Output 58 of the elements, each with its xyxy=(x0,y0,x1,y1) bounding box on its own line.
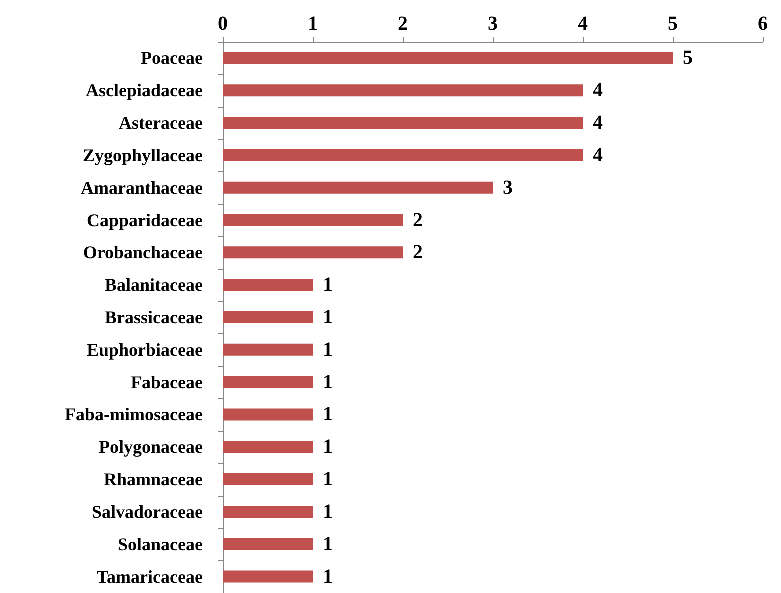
data-label: 2 xyxy=(413,242,423,264)
y-tick-label: Fabaceae xyxy=(131,372,203,392)
y-tick-label: Orobanchaceae xyxy=(83,242,204,263)
y-tick-label: Polygonaceae xyxy=(99,437,203,458)
data-label: 1 xyxy=(323,404,333,426)
x-tick-label: 6 xyxy=(758,13,768,35)
bar xyxy=(223,52,673,64)
data-label: 4 xyxy=(593,112,603,134)
bar xyxy=(223,570,313,583)
bar xyxy=(223,149,583,162)
bar xyxy=(223,408,313,421)
data-label: 4 xyxy=(593,144,603,166)
data-label: 5 xyxy=(683,47,693,70)
data-label: 1 xyxy=(323,500,333,523)
y-tick-label: Rhamnaceae xyxy=(104,470,204,490)
bar xyxy=(223,182,493,194)
x-tick-label: 3 xyxy=(488,13,498,35)
y-tick-label: Salvadoraceae xyxy=(92,502,204,522)
y-tick-label: Amaranthaceae xyxy=(81,178,204,198)
bar xyxy=(223,84,583,97)
data-label: 1 xyxy=(323,338,333,361)
bar xyxy=(223,376,313,388)
y-tick-label: Asteraceae xyxy=(119,113,203,134)
bar xyxy=(223,474,313,486)
bar xyxy=(223,279,313,292)
x-tick-label: 4 xyxy=(578,13,588,35)
y-tick-label: Asclepiadaceae xyxy=(86,80,203,101)
data-label: 1 xyxy=(323,468,333,491)
x-tick-label: 1 xyxy=(308,13,318,35)
y-tick-label: Poaceae xyxy=(141,48,204,68)
y-tick-label: Solanaceae xyxy=(118,534,203,554)
bar xyxy=(223,538,313,550)
data-label: 1 xyxy=(323,274,333,296)
y-tick-label: Faba-mimosaceae xyxy=(65,404,204,425)
bar xyxy=(223,506,313,518)
data-label: 1 xyxy=(323,533,333,556)
y-tick-label: Balanitaceae xyxy=(105,275,204,296)
data-label: 3 xyxy=(503,176,513,199)
bar xyxy=(223,344,313,356)
bar xyxy=(223,312,313,324)
x-tick-label: 0 xyxy=(218,13,228,35)
y-tick-label: Tamaricaceae xyxy=(96,566,204,587)
bar xyxy=(223,441,313,454)
data-label: 1 xyxy=(323,306,333,328)
x-tick-label: 5 xyxy=(668,13,678,35)
data-label: 2 xyxy=(413,209,423,232)
bar xyxy=(223,214,403,226)
x-tick-label: 2 xyxy=(398,13,408,35)
bar xyxy=(223,117,583,130)
data-label: 1 xyxy=(323,436,333,458)
y-tick-label: Euphorbiaceae xyxy=(86,340,203,360)
y-tick-label: Zygophyllaceae xyxy=(83,145,204,166)
y-tick-label: Capparidaceae xyxy=(87,210,203,230)
data-label: 1 xyxy=(323,371,333,394)
data-label: 4 xyxy=(593,80,603,102)
bar xyxy=(223,246,403,259)
y-tick-label: Brassicaceae xyxy=(105,308,204,328)
data-label: 1 xyxy=(323,566,333,588)
